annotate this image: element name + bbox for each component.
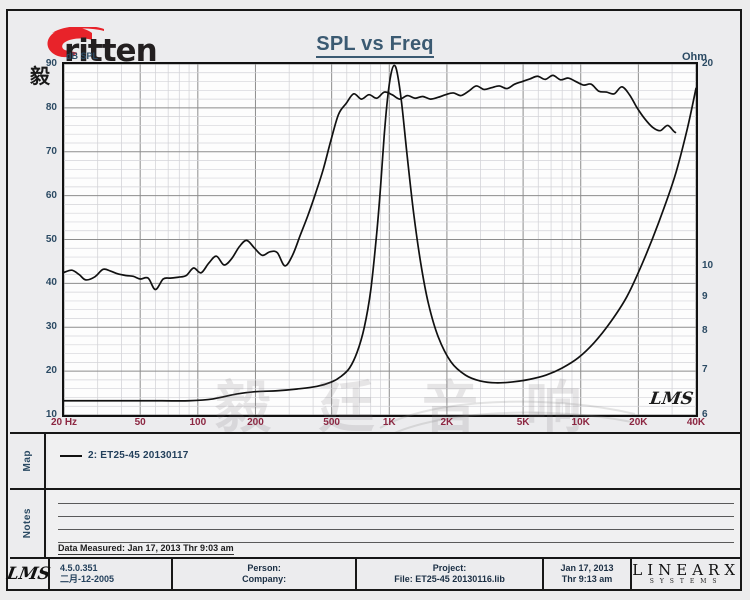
y2-tick-label: 20 <box>702 58 714 69</box>
notes-tab[interactable]: Notes <box>10 490 46 557</box>
y-tick-label: 60 <box>45 189 57 201</box>
app-build-date: 二月-12-2005 <box>60 574 115 584</box>
x-tick-label: 200 <box>247 417 264 428</box>
note-rule <box>58 516 734 517</box>
x-tick-label: 10K <box>571 417 590 428</box>
linearx-logo: LINEARX <box>632 561 741 579</box>
legend-label: 2: ET25-45 20130117 <box>88 450 189 461</box>
x-tick-label: 50 <box>134 417 146 428</box>
y-tick-label: 50 <box>45 233 57 245</box>
plot-area[interactable] <box>62 62 698 417</box>
legend-swatch <box>60 454 82 457</box>
legend-area[interactable]: 2: ET25-45 20130117 <box>48 434 740 488</box>
y-tick-label: 80 <box>45 101 57 113</box>
notes-panel: Notes Data Measured: Jan 17, 2013 Thr 9:… <box>10 490 740 559</box>
y2-tick-label: 9 <box>702 290 708 302</box>
report-frame: ritten 毅 廷 音 响 SPL vs Freq dB SPL Ohm 毅 … <box>6 9 742 591</box>
page-title: SPL vs Freq <box>10 33 740 58</box>
y2-tick-label: 10 <box>702 260 714 272</box>
map-tab-label: Map <box>21 450 33 472</box>
x-tick-label: 1K <box>382 417 396 428</box>
person-label: Person: <box>247 563 281 573</box>
report-time: Thr 9:13 am <box>561 574 613 584</box>
app-version: 4.5.0.351 <box>60 563 98 573</box>
x-tick-label: 500 <box>323 417 340 428</box>
page-title-text: SPL vs Freq <box>316 33 434 58</box>
legend-item[interactable]: 2: ET25-45 20130117 <box>60 450 189 461</box>
x-tick-label: 40K <box>686 417 706 428</box>
y-tick-label: 70 <box>45 145 57 157</box>
map-tab[interactable]: Map <box>10 434 46 488</box>
x-tick-label: 2K <box>440 417 454 428</box>
y-tick-label: 90 <box>45 58 57 69</box>
map-panel: Map 2: ET25-45 20130117 <box>10 432 740 490</box>
project-label: Project: <box>432 563 467 573</box>
plot-svg <box>64 64 696 415</box>
status-version-cell: 4.5.0.351 二月-12-2005 <box>50 559 173 589</box>
x-tick-label: 100 <box>189 417 207 428</box>
y-tick-label: 20 <box>45 365 57 377</box>
x-tick-label: 5K <box>516 417 530 428</box>
status-project-cell[interactable]: Project: File: ET25-45 20130116.lib <box>357 559 544 589</box>
y2-axis-unit-label: Ohm <box>682 51 708 63</box>
note-rule <box>58 529 734 530</box>
note-rule <box>58 542 734 543</box>
plot-lms-mark: LMS <box>648 389 695 409</box>
notes-tab-label: Notes <box>21 508 33 539</box>
y-tick-label: 40 <box>45 277 57 289</box>
e-swoosh-icon <box>47 27 104 58</box>
y2-tick-label: 6 <box>702 409 708 420</box>
chart-panel: ritten 毅 廷 音 响 SPL vs Freq dB SPL Ohm 毅 … <box>10 13 740 441</box>
x-tick-label: 20K <box>629 417 648 428</box>
status-lms-mark-cell: LMS <box>6 559 52 589</box>
y2-tick-label: 8 <box>702 325 708 337</box>
y-axis-unit-label: dB SPL <box>66 51 99 61</box>
company-label: Company: <box>242 574 287 584</box>
y2-tick-label: 7 <box>702 364 708 376</box>
data-measured-text: Data Measured: Jan 17, 2013 Thr 9:03 am <box>58 543 234 555</box>
y-tick-label: 10 <box>45 409 57 420</box>
note-rule <box>58 503 734 504</box>
status-person-cell[interactable]: Person: Company: <box>173 559 358 589</box>
linearx-sublabel: SYSTEMS <box>649 578 723 585</box>
y-tick-label: 30 <box>45 321 57 333</box>
file-label: File: ET25-45 20130116.lib <box>394 574 505 584</box>
status-vendor-cell: LINEARX SYSTEMS <box>632 559 740 589</box>
status-datetime-cell: Jan 17, 2013 Thr 9:13 am <box>544 559 633 589</box>
status-bar: LMS 4.5.0.351 二月-12-2005 Person: Company… <box>6 559 740 589</box>
x-tick-label: 20 Hz <box>50 417 78 428</box>
notes-area[interactable]: Data Measured: Jan 17, 2013 Thr 9:03 am <box>48 490 740 557</box>
report-date: Jan 17, 2013 <box>560 563 614 573</box>
lms-logo: LMS <box>5 564 53 584</box>
